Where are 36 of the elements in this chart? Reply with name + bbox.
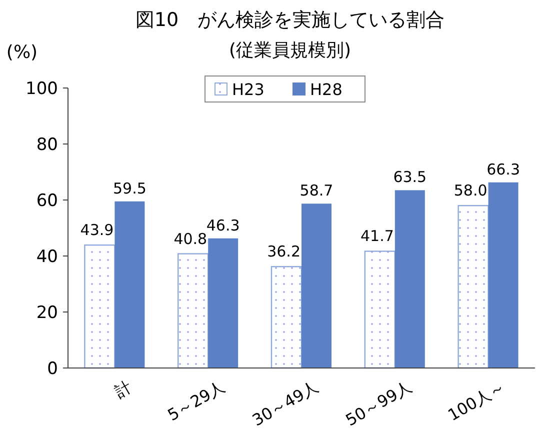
bar [488,182,518,368]
data-label: 63.5 [393,168,427,186]
y-tick-label: 40 [36,247,58,267]
y-tick-label: 20 [36,303,58,323]
bar [364,250,396,369]
data-label: 58.7 [300,182,334,200]
x-tick-label: 5～29人 [164,377,228,425]
data-label: 46.3 [206,216,240,234]
bar [208,238,238,368]
chart-subtitle: (従業員規模別) [228,40,352,61]
legend-label: H23 [232,80,264,99]
bar [178,253,209,369]
bar [114,201,145,368]
y-tick-label: 60 [36,191,58,211]
x-tick-label: 100人～ [444,377,508,425]
bar [394,190,425,368]
x-tick-label: 30～49人 [249,377,322,430]
data-label: 43.9 [80,221,114,240]
y-axis-title: (%) [6,42,38,63]
data-label: 59.5 [112,179,146,198]
data-label: 58.0 [454,182,488,200]
x-tick-label: 計 [111,377,135,402]
legend-label: H28 [310,80,342,99]
y-tick-label: 0 [47,359,58,379]
data-label: 40.8 [174,230,208,248]
x-tick-label: 50～99人 [342,377,415,430]
bar [458,205,489,369]
y-tick-label: 100 [26,79,58,99]
data-label: 66.3 [486,160,520,178]
data-label: 41.7 [360,227,394,246]
bar [302,204,332,368]
data-label: 36.2 [267,242,300,261]
y-tick-label: 80 [36,135,58,155]
bar [84,244,116,369]
chart-title: 図10 がん検診を実施している割合 [135,9,445,31]
bar [270,266,302,369]
